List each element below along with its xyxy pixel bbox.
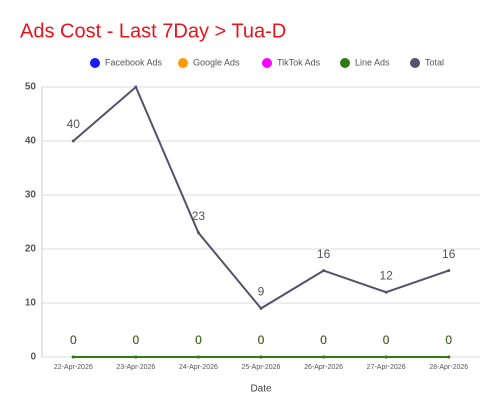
data-point (196, 355, 200, 359)
data-point (259, 355, 263, 359)
x-tick-label: 25-Apr-2026 (242, 364, 281, 371)
data-label: 0 (133, 333, 140, 347)
data-label: 0 (195, 333, 202, 347)
data-point (447, 269, 451, 273)
data-label: 0 (445, 333, 452, 347)
legend-label: Facebook Ads (105, 57, 163, 67)
legend-label: Google Ads (193, 57, 240, 67)
data-point (134, 85, 138, 89)
y-tick-label: 50 (25, 82, 37, 93)
x-tick-label: 23-Apr-2026 (116, 364, 155, 371)
data-label: 0 (445, 333, 452, 347)
data-label: 0 (258, 333, 265, 347)
data-label: 0 (445, 333, 452, 347)
data-label: 0 (70, 333, 77, 347)
data-point (322, 269, 326, 273)
y-tick-label: 10 (25, 298, 37, 309)
legend-marker (262, 58, 272, 68)
x-axis-label: Date (250, 384, 272, 395)
x-tick-label: 26-Apr-2026 (304, 364, 343, 371)
data-label: 0 (70, 333, 77, 347)
data-point (71, 139, 75, 143)
data-point (134, 355, 138, 359)
data-point (384, 355, 388, 359)
data-label: 40 (67, 117, 81, 131)
data-label: 0 (383, 333, 390, 347)
y-tick-label: 0 (30, 352, 36, 363)
legend-marker (178, 58, 188, 68)
data-point (71, 355, 75, 359)
data-label: 0 (195, 333, 202, 347)
data-label: 0 (445, 333, 452, 347)
data-label: 0 (195, 333, 202, 347)
data-label: 16 (442, 247, 456, 261)
data-label: 0 (195, 333, 202, 347)
data-label: 0 (383, 333, 390, 347)
data-label: 0 (383, 333, 390, 347)
legend-label: TikTok Ads (277, 57, 321, 67)
data-label: 0 (133, 333, 140, 347)
data-label: 0 (320, 333, 327, 347)
data-label: 9 (258, 285, 265, 299)
data-label: 0 (70, 333, 77, 347)
data-label: 23 (192, 209, 206, 223)
data-label: 0 (258, 333, 265, 347)
data-point (259, 306, 263, 310)
x-tick-label: 27-Apr-2026 (367, 364, 406, 371)
x-tick-label: 22-Apr-2026 (54, 364, 93, 371)
x-tick-label: 28-Apr-2026 (429, 364, 468, 371)
data-label: 0 (320, 333, 327, 347)
chart-title: Ads Cost - Last 7Day > Tua-D (20, 20, 286, 42)
legend-label: Total (425, 57, 444, 67)
data-label: 0 (258, 333, 265, 347)
data-point (447, 355, 451, 359)
data-point (322, 355, 326, 359)
data-label: 0 (133, 333, 140, 347)
legend-marker (90, 58, 100, 68)
y-tick-label: 40 (25, 136, 37, 147)
data-label: 0 (320, 333, 327, 347)
data-label: 16 (317, 247, 331, 261)
legend-marker (340, 58, 350, 68)
data-label: 0 (133, 333, 140, 347)
data-label: 0 (320, 333, 327, 347)
data-point (196, 231, 200, 235)
y-tick-label: 30 (25, 190, 37, 201)
data-label: 0 (383, 333, 390, 347)
legend-marker (410, 58, 420, 68)
x-tick-label: 24-Apr-2026 (179, 364, 218, 371)
data-label: 0 (70, 333, 77, 347)
y-tick-label: 20 (25, 244, 37, 255)
data-label: 0 (258, 333, 265, 347)
data-label: 12 (379, 268, 393, 282)
legend-label: Line Ads (355, 57, 390, 67)
data-point (384, 290, 388, 294)
